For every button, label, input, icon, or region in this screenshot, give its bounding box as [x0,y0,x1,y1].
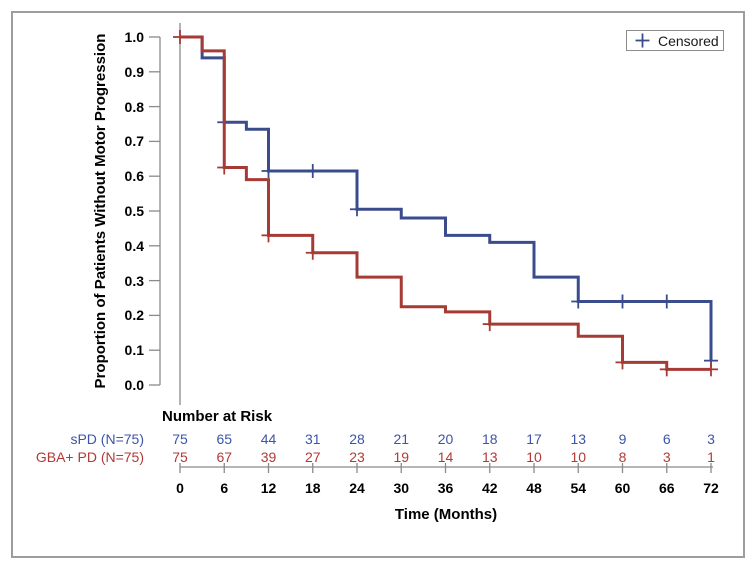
legend-label: Censored [658,32,719,49]
y-tick-label: 0.3 [124,272,144,289]
at-risk-value: 6 [662,431,671,447]
at-risk-value: 75 [172,449,188,465]
x-tick-label: 72 [703,480,719,496]
x-tick-label: 6 [220,480,229,496]
x-tick-label: 60 [614,480,631,496]
y-tick-label: 0.8 [124,98,144,115]
at-risk-value: 8 [618,449,627,465]
at-risk-row-label: GBA+ PD (N=75) [35,449,144,465]
x-tick-label: 66 [658,480,675,496]
at-risk-value: 31 [304,431,321,447]
at-risk-value: 3 [707,431,715,447]
at-risk-row-label: sPD (N=75) [70,431,144,447]
x-tick-label: 18 [304,480,321,496]
at-risk-value: 10 [526,449,542,465]
y-tick-label: 0.6 [124,168,144,185]
y-tick-label: 0.1 [124,342,144,359]
at-risk-value: 13 [481,449,498,465]
at-risk-value: 75 [172,431,188,447]
at-risk-value: 18 [481,431,498,447]
gba-pd-survival-curve [180,35,711,371]
y-tick-label: 0.9 [124,63,144,80]
x-tick-label: 36 [437,480,454,496]
x-tick-label: 12 [260,480,277,496]
x-tick-label: 24 [349,480,365,496]
censored-legend: Censored [626,30,724,51]
at-risk-value: 39 [260,449,277,465]
x-tick-label: 54 [570,480,587,496]
at-risk-value: 21 [393,431,410,447]
at-risk-value: 3 [662,449,671,465]
x-tick-label: 0 [176,480,184,496]
number-at-risk-header: Number at Risk [162,408,273,425]
x-tick-label: 30 [393,480,410,496]
y-tick-label: 0.2 [124,307,144,324]
y-tick-label: 0.7 [124,133,144,150]
x-tick-label: 42 [481,480,498,496]
at-risk-value: 9 [618,431,627,447]
y-tick-label: 1.0 [124,29,144,45]
plus-icon [635,33,650,48]
at-risk-value: 23 [349,449,365,465]
y-tick-label: 0.5 [124,203,144,219]
figure-border [11,11,745,558]
at-risk-value: 20 [437,431,454,447]
y-tick-label: 0.0 [124,377,144,393]
at-risk-value: 65 [216,431,233,447]
at-risk-value: 27 [304,449,321,465]
at-risk-value: 19 [393,449,410,465]
x-tick-label: 48 [526,480,542,496]
at-risk-value: 10 [570,449,587,465]
at-risk-value: 1 [707,449,715,465]
at-risk-value: 44 [260,431,277,447]
x-axis-title: Time (Months) [394,506,498,523]
y-tick-label: 0.4 [124,237,144,254]
at-risk-value: 17 [526,431,542,447]
at-risk-value: 14 [437,449,454,465]
at-risk-value: 28 [349,431,365,447]
at-risk-value: 13 [570,431,587,447]
at-risk-value: 67 [216,449,233,465]
